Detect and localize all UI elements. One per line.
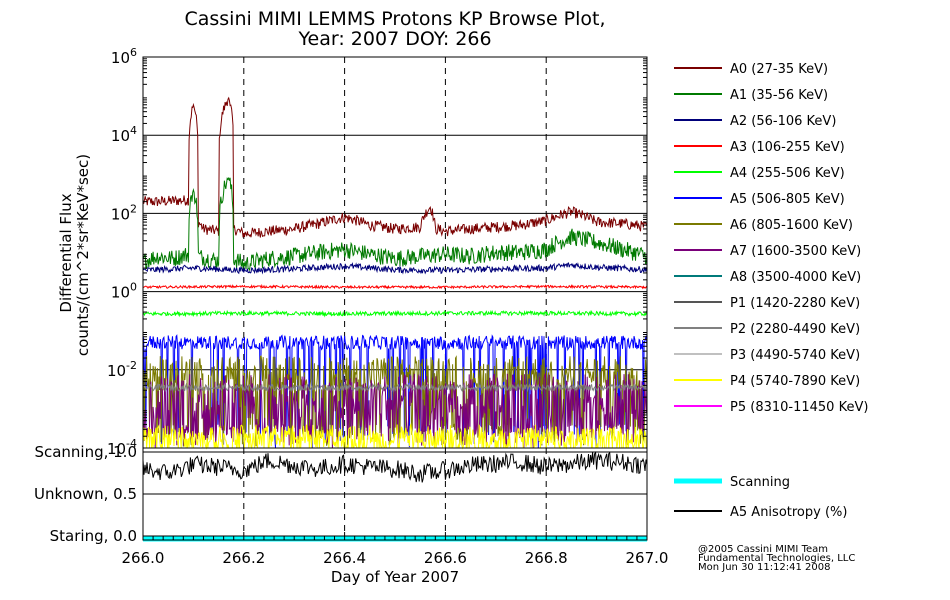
- legend-label-a1: A1 (35-56 KeV): [730, 88, 828, 103]
- x-tick-label-4: 266.8: [525, 549, 568, 567]
- x-tick-label-5: 267.0: [626, 549, 669, 567]
- flux-y-tick-label-2: 100: [111, 281, 137, 302]
- legend-label-a6: A6 (805-1600 KeV): [730, 218, 853, 233]
- x-tick-label-1: 266.2: [222, 549, 265, 567]
- credits: @2005 Cassini MIMI Team Fundamental Tech…: [698, 544, 856, 573]
- legend-label-a4: A4 (255-506 KeV): [730, 166, 845, 181]
- legend-label-a8: A8 (3500-4000 KeV): [730, 270, 861, 285]
- legend-label-p2: P2 (2280-4490 KeV): [730, 322, 860, 337]
- chart-title-line2: Year: 2007 DOY: 266: [298, 28, 492, 50]
- series-line-a5: [142, 334, 648, 448]
- series-line-a2: [142, 262, 648, 275]
- legend-label-p3: P3 (4490-5740 KeV): [730, 348, 860, 363]
- chart-title-line1: Cassini MIMI LEMMS Protons KP Browse Plo…: [184, 8, 606, 30]
- y-axis-label-line2: counts/(cm^2*sr*KeV*sec): [74, 154, 92, 356]
- flux-y-tick-label-5: 106: [111, 46, 137, 67]
- legend-label-anisotropy: A5 Anisotropy (%): [730, 505, 847, 520]
- series-line-a4: [142, 309, 648, 318]
- flux-y-tick-label-1: 10-2: [107, 359, 137, 380]
- series-line-a6: [142, 355, 648, 448]
- credits-line2: Fundamental Technologies, LLC: [698, 553, 856, 564]
- series-line-a7: [142, 372, 648, 448]
- series-line-a0: [142, 96, 648, 238]
- legend-label-scanning: Scanning: [730, 475, 790, 490]
- scan-y-tick-label-0: Scanning, 1.0: [34, 443, 137, 461]
- flux-y-tick-label-0: 10-4: [107, 437, 137, 458]
- scan-y-tick-label-2: Staring, 0.0: [50, 527, 137, 545]
- series-line-p2: [142, 382, 648, 393]
- x-tick-label-0: 266.0: [122, 549, 165, 567]
- legend-label-p1: P1 (1420-2280 KeV): [730, 296, 860, 311]
- x-tick-label-3: 266.6: [424, 549, 467, 567]
- legend-label-a7: A7 (1600-3500 KeV): [730, 244, 861, 259]
- flux-y-tick-label-4: 104: [111, 124, 137, 145]
- legend-label-p5: P5 (8310-11450 KeV): [730, 400, 868, 415]
- legend-label-a5: A5 (506-805 KeV): [730, 192, 845, 207]
- credits-line1: @2005 Cassini MIMI Team: [698, 544, 828, 555]
- scan-y-tick-label-1: Unknown, 0.5: [34, 485, 137, 503]
- legend-label-a3: A3 (106-255 KeV): [730, 140, 845, 155]
- series-line-a1: [142, 176, 648, 271]
- series-line-a3: [142, 283, 648, 290]
- credits-line3: Mon Jun 30 11:12:41 2008: [698, 562, 831, 573]
- series-line-anisotropy: [142, 451, 648, 483]
- legend-label-p4: P4 (5740-7890 KeV): [730, 374, 860, 389]
- x-tick-label-2: 266.4: [323, 549, 366, 567]
- legend-label-a0: A0 (27-35 KeV): [730, 62, 828, 77]
- x-axis-label: Day of Year 2007: [331, 568, 459, 586]
- flux-y-tick-label-3: 102: [111, 202, 137, 223]
- legend-label-a2: A2 (56-106 KeV): [730, 114, 836, 129]
- y-axis-label-line1: Differential Flux: [57, 193, 75, 312]
- series-line-p4: [142, 422, 647, 450]
